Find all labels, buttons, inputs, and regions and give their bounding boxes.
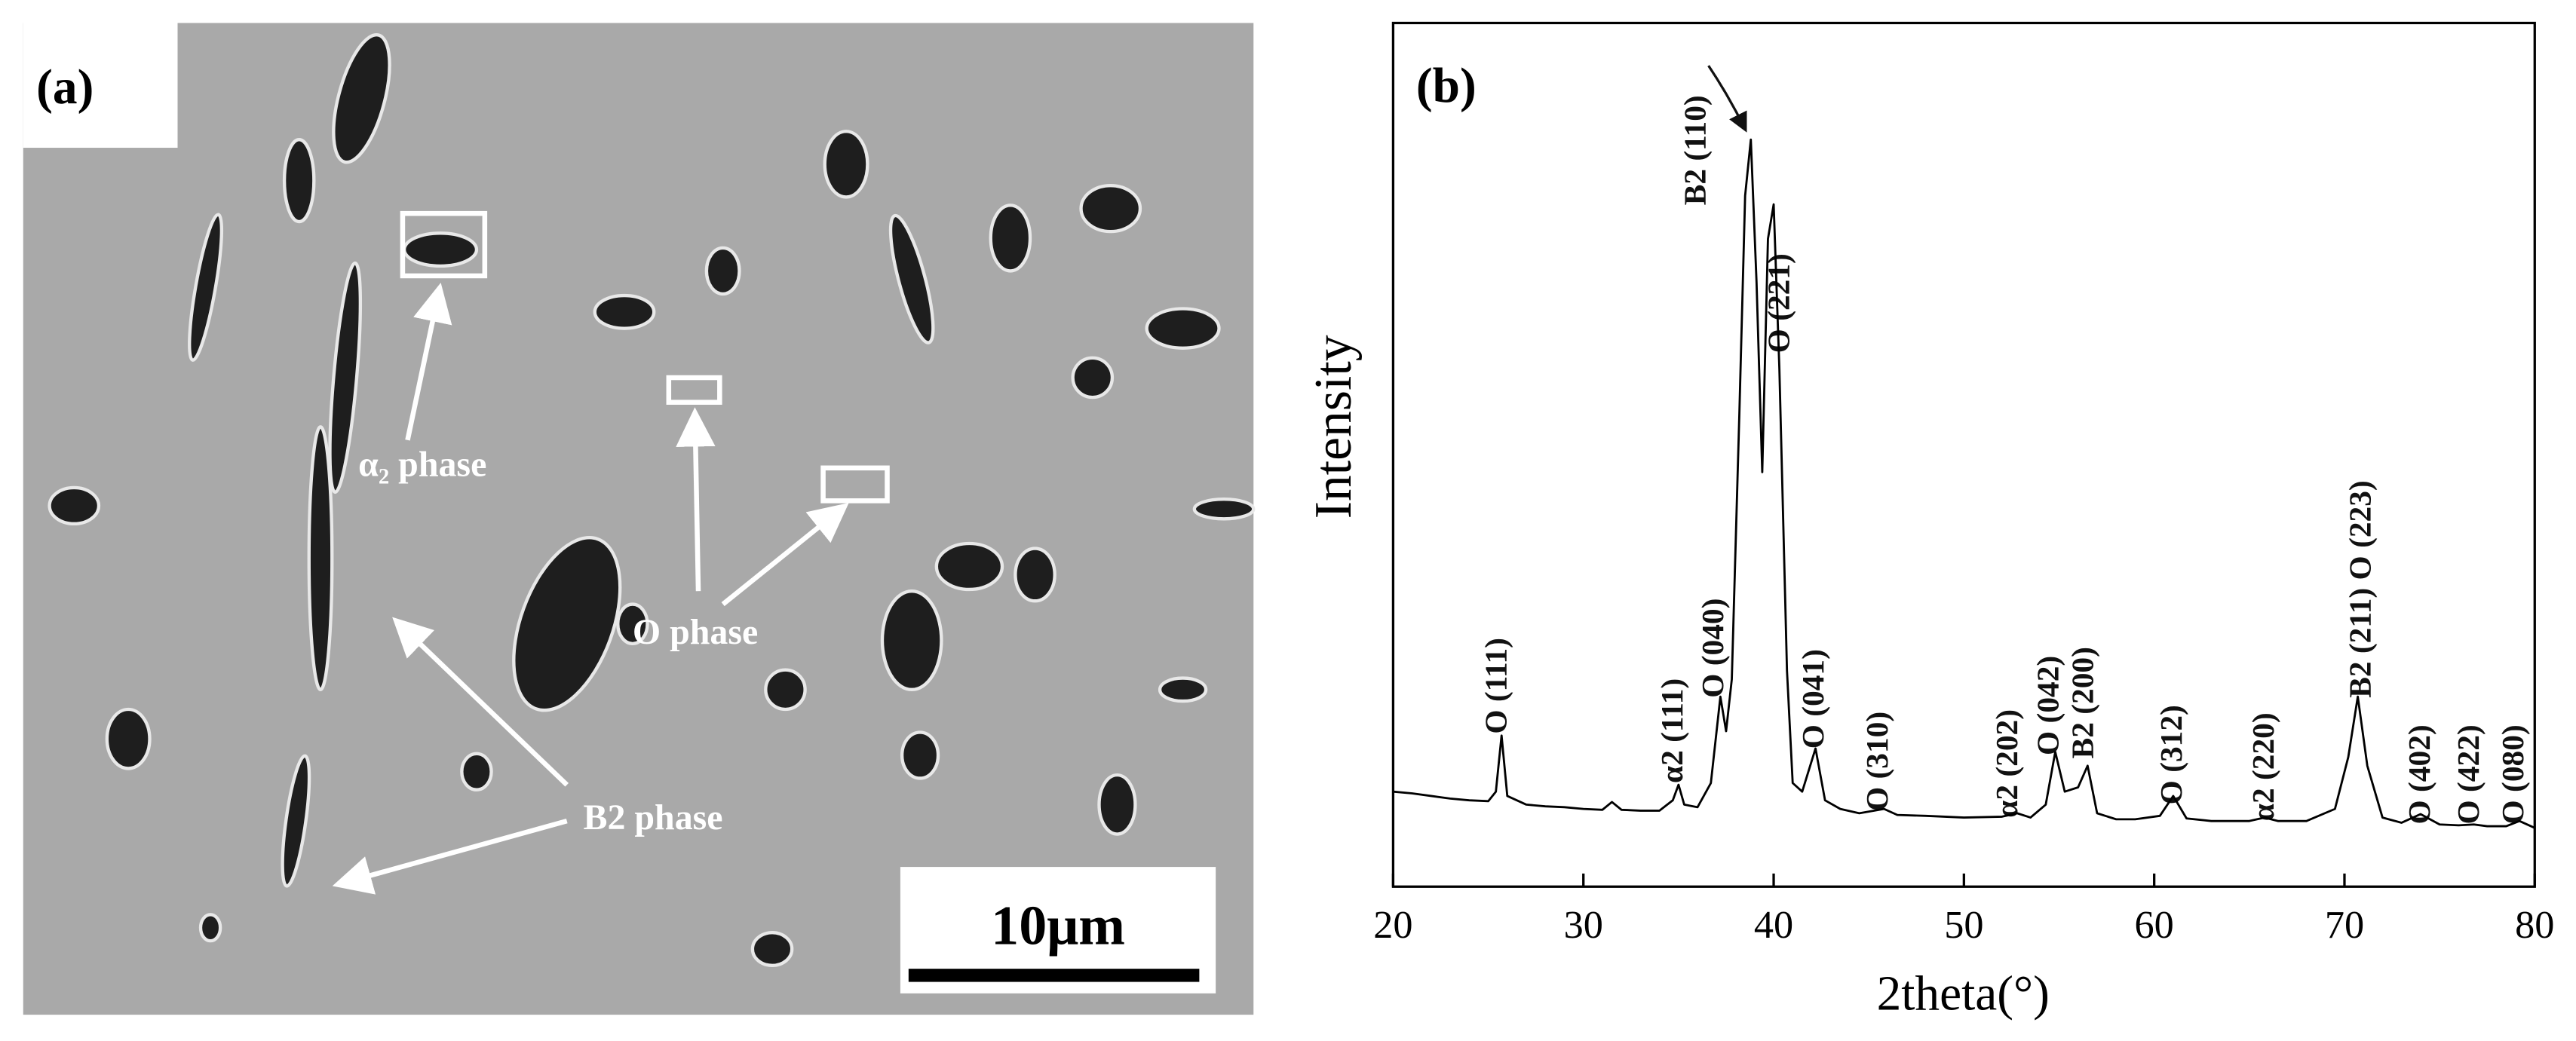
peak-label: B2 (110) — [1677, 95, 1713, 205]
label-arrow — [1707, 65, 1747, 133]
x-tick-label: 50 — [1944, 903, 1983, 947]
peak-label: O (402) — [2402, 724, 2437, 824]
peak-label: O (040) — [1695, 599, 1731, 698]
phase-label: O phase — [633, 612, 758, 652]
peak-label: α2 (111) — [1654, 678, 1690, 783]
peak-label: α2 (220) — [2246, 712, 2281, 821]
x-tick-label: 80 — [2515, 903, 2554, 947]
x-tick-label: 60 — [2135, 903, 2174, 947]
peak-label: O (041) — [1796, 649, 1831, 749]
peak-label: B2 (211) O (223) — [2342, 480, 2378, 697]
plot-frame — [1391, 21, 2536, 888]
x-tick-label: 30 — [1564, 903, 1603, 947]
peak-label: O (422) — [2451, 724, 2486, 824]
x-tick-label: 40 — [1754, 903, 1793, 947]
panel-label: (b) — [1416, 59, 1477, 113]
peak-label: α2 (202) — [1989, 709, 2025, 818]
y-axis-label: Intensity — [1305, 335, 1363, 519]
peak-label: O (042) — [2031, 656, 2066, 755]
x-tick-label: 70 — [2325, 903, 2364, 947]
panel-label: (a) — [36, 60, 94, 115]
peak-label: O (080) — [2495, 724, 2531, 824]
micrograph — [23, 23, 1256, 1015]
x-axis-label: 2theta(°) — [1877, 967, 2050, 1021]
x-tick-label: 20 — [1373, 903, 1412, 947]
phase-label: B2 phase — [584, 798, 723, 837]
peak-label: B2 (200) — [2065, 647, 2100, 758]
peak-label: O (310) — [1860, 712, 1895, 811]
peak-label: O (312) — [2154, 705, 2189, 804]
spectrum-line — [1393, 138, 2535, 829]
phase-label: α₂ phase — [358, 445, 486, 485]
peak-label: O (111) — [1479, 638, 1514, 734]
scale-bar-label: 10μm — [991, 895, 1125, 957]
